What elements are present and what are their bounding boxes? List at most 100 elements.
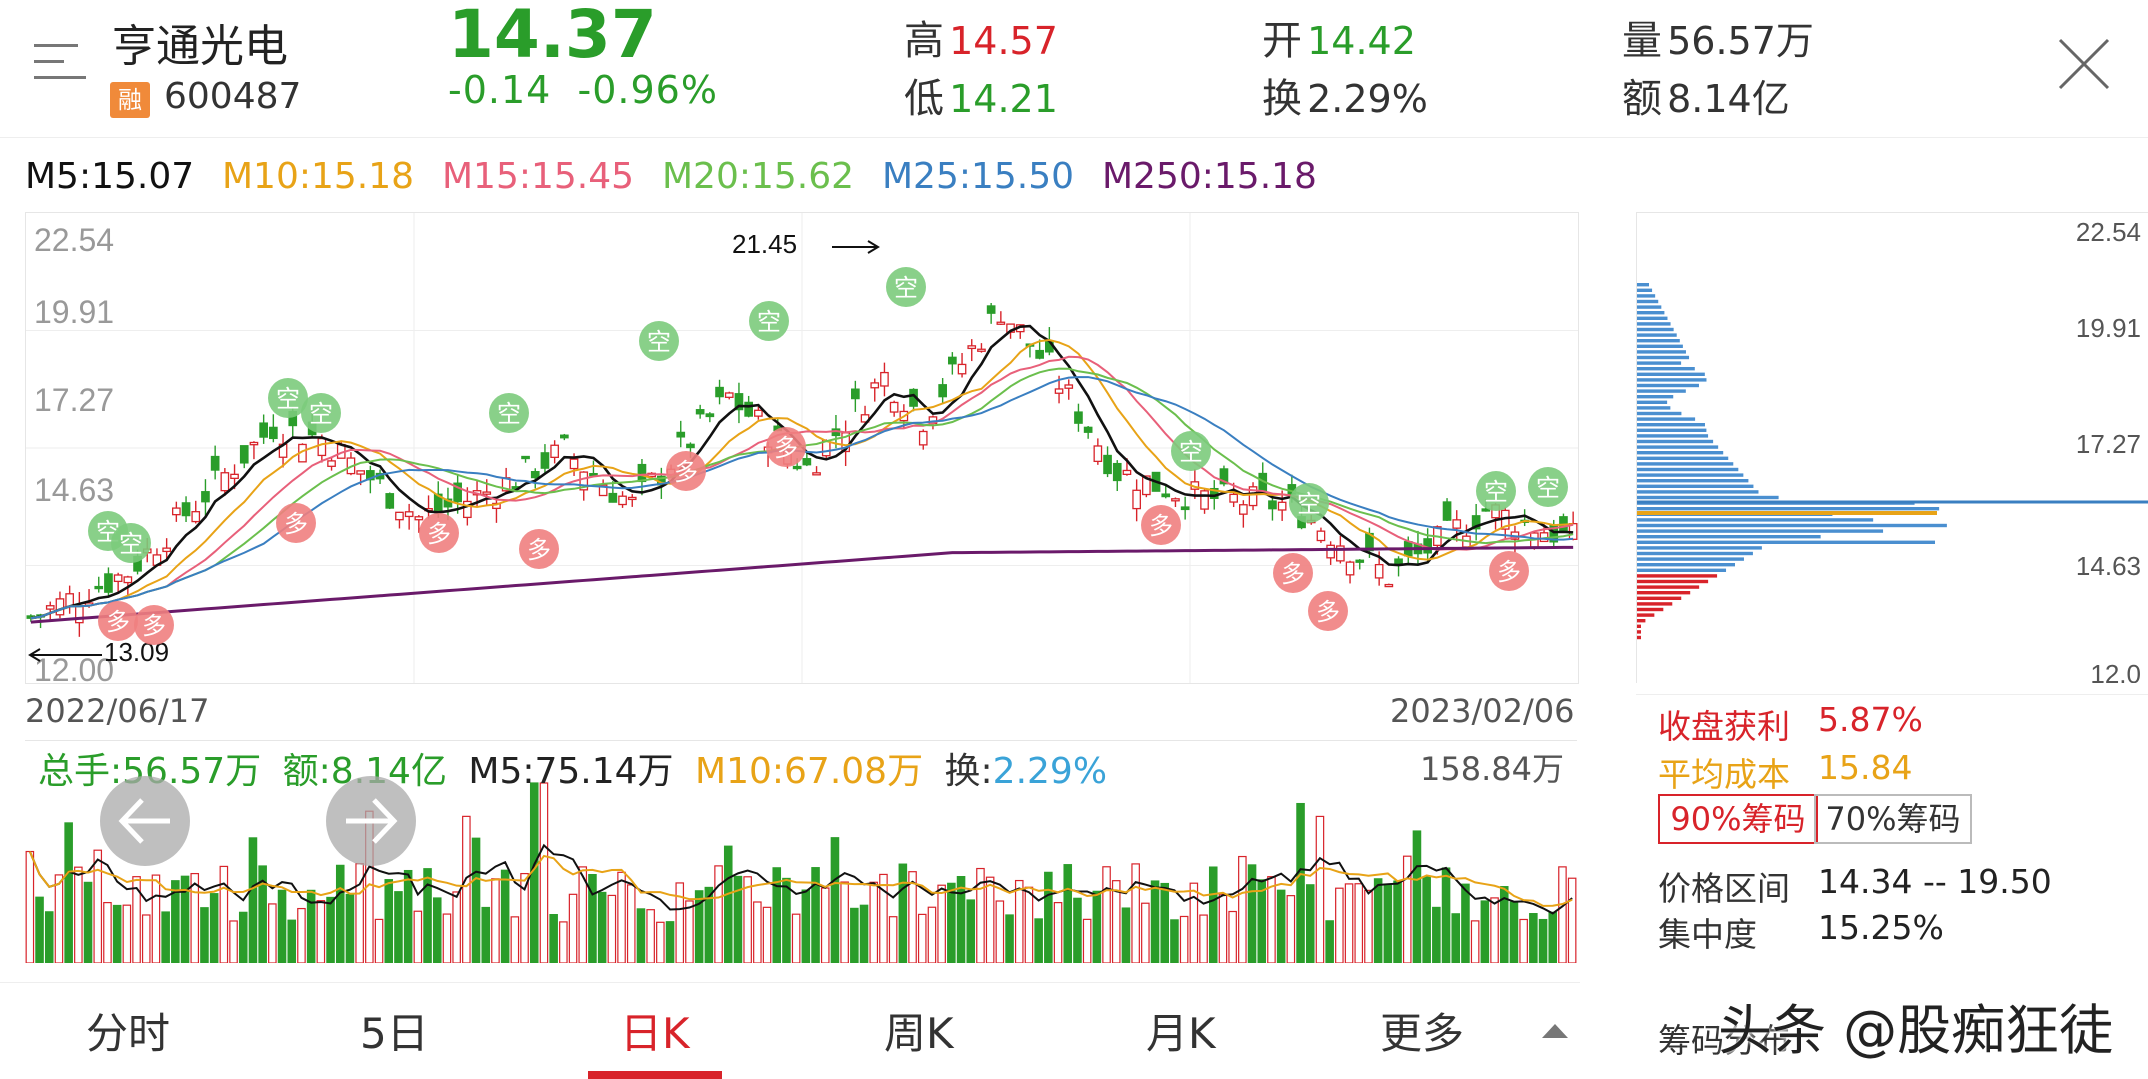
chip-bar	[1637, 523, 1947, 528]
chip-bar	[1637, 311, 1665, 315]
volume-bar	[394, 891, 403, 963]
volume-bar	[500, 869, 510, 963]
volume-bar	[132, 876, 141, 963]
svg-text:空: 空	[1297, 490, 1321, 518]
chip-bar	[1637, 563, 1735, 567]
volume-bar	[1364, 889, 1373, 963]
svg-text:空: 空	[497, 400, 521, 428]
svg-text:空: 空	[276, 385, 300, 413]
kline-candle	[113, 574, 123, 583]
chip90-button[interactable]: 90%筹码	[1658, 794, 1818, 844]
svg-text:多: 多	[284, 510, 308, 538]
chip-bar	[1637, 535, 1821, 539]
volume-bar	[714, 865, 723, 963]
volume-bar	[626, 884, 636, 963]
volume-bar	[268, 903, 277, 963]
chip-bar	[1637, 327, 1674, 332]
volume-bar	[850, 907, 859, 963]
volume-bar	[549, 914, 558, 963]
change-percent: -0.96%	[577, 68, 718, 112]
chip-bar	[1637, 613, 1655, 617]
collapse-up-icon[interactable]	[1540, 1020, 1570, 1040]
kline-candle	[123, 576, 133, 584]
prev-button[interactable]	[100, 776, 190, 866]
chip-bar	[1637, 507, 1940, 511]
chip-bar	[1637, 574, 1718, 578]
kline-candle	[414, 516, 424, 521]
kline-candle	[1374, 563, 1384, 579]
kline-candle	[734, 393, 744, 411]
svg-text:空: 空	[757, 308, 781, 336]
volume-bar	[898, 863, 908, 963]
volume-bar	[1141, 902, 1150, 963]
volume-bar	[1257, 879, 1267, 963]
volume-bar	[141, 914, 151, 963]
volume-bar	[520, 872, 529, 963]
volume-bar	[995, 900, 1005, 963]
kline-candle	[686, 443, 695, 449]
volume-bar	[238, 911, 248, 963]
avg-cost-label: 平均成本	[1658, 755, 1790, 794]
open-quote: 开 14.42	[1262, 8, 1416, 66]
chip-bar	[1637, 355, 1690, 360]
ma20-label: M20:15.62	[662, 156, 855, 197]
volume-bar	[200, 907, 209, 963]
short-signal-icon: 空	[111, 523, 151, 563]
ma15-label: M15:15.45	[442, 156, 635, 197]
volume-bar	[597, 891, 607, 963]
tab-monthly[interactable]: 月K	[1146, 1009, 1216, 1058]
volume-bar	[510, 916, 520, 963]
volume-bar	[665, 921, 675, 963]
volume-bar	[423, 868, 432, 963]
volume-bar	[229, 920, 238, 963]
kline-candle	[851, 388, 860, 400]
volume-bar	[578, 866, 588, 963]
short-signal-icon: 空	[886, 267, 926, 307]
kline-candle	[957, 363, 967, 375]
long-signal-icon: 多	[519, 529, 559, 569]
volume-bar	[1441, 867, 1451, 963]
kline-candle	[327, 460, 336, 467]
svg-text:多: 多	[1149, 512, 1173, 540]
volume-bar	[345, 893, 355, 963]
volume-bar	[374, 918, 384, 963]
volume-bar	[1160, 882, 1170, 963]
volume-bar	[122, 904, 132, 963]
kline-candle	[560, 434, 569, 439]
chip-bar	[1637, 305, 1662, 309]
volume-bar	[1519, 918, 1528, 963]
tab-5day[interactable]: 5日	[360, 1009, 429, 1058]
panel-divider	[1636, 694, 2148, 695]
volume-bar	[1432, 906, 1441, 963]
kline-candle	[1093, 445, 1103, 463]
menu-icon[interactable]	[34, 40, 86, 86]
volume-bar	[956, 876, 966, 963]
tab-intraday[interactable]: 分时	[86, 1009, 171, 1058]
chip-bar	[1637, 467, 1739, 472]
change-value: -0.14	[448, 68, 552, 112]
kline-candle	[249, 441, 259, 446]
tab-daily[interactable]: 日K	[620, 1009, 690, 1058]
ma250-line	[30, 545, 1574, 624]
volume-header: 总手:56.57万 额:8.14亿 M5:75.14万 M10:67.08万 换…	[38, 742, 1107, 794]
volume-bar	[335, 864, 345, 963]
tab-weekly[interactable]: 周K	[884, 1009, 954, 1058]
volume-bar	[762, 906, 772, 963]
kline-candle	[1083, 426, 1093, 433]
tab-more[interactable]: 更多	[1380, 1009, 1465, 1058]
kline-candle	[812, 472, 821, 476]
chip-bar	[1637, 456, 1729, 460]
volume-bar	[723, 845, 733, 963]
kline-candle	[220, 472, 230, 492]
turnover-value: 2.29%	[1307, 77, 1428, 121]
next-button[interactable]	[326, 776, 416, 866]
chip70-button[interactable]: 70%筹码	[1814, 794, 1972, 844]
volume-chart[interactable]	[25, 740, 1577, 963]
volume-bar	[791, 913, 801, 963]
kline-candle	[385, 493, 395, 509]
close-icon[interactable]	[2054, 34, 2114, 94]
chip-bar	[1637, 579, 1709, 584]
volume-bar	[1335, 887, 1344, 963]
svg-text:多: 多	[106, 608, 130, 636]
